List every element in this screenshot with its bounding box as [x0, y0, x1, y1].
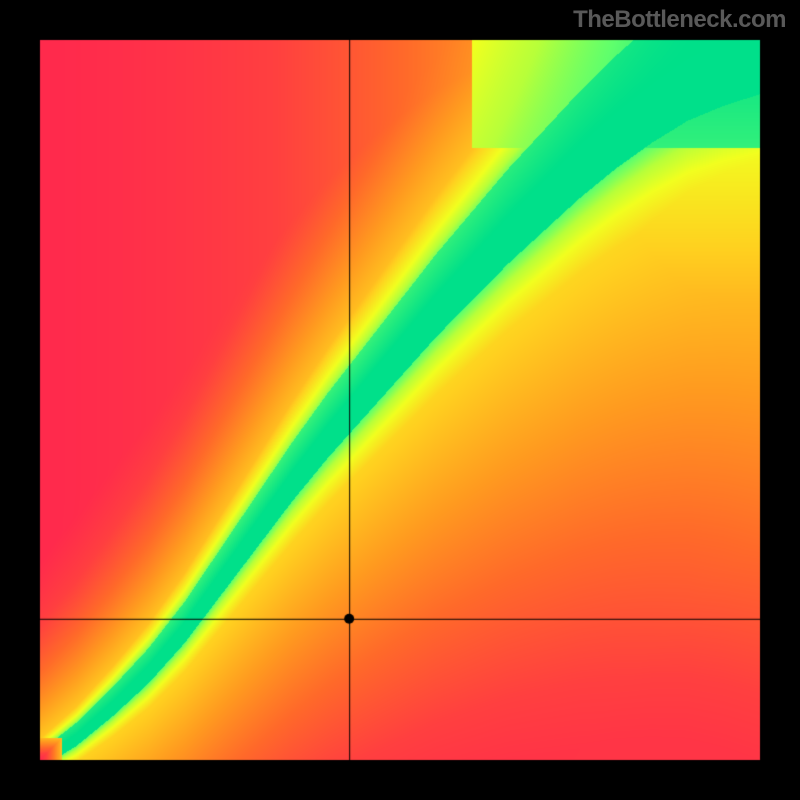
- bottleneck-heatmap: [0, 0, 800, 800]
- chart-container: TheBottleneck.com: [0, 0, 800, 800]
- watermark-text: TheBottleneck.com: [573, 6, 786, 34]
